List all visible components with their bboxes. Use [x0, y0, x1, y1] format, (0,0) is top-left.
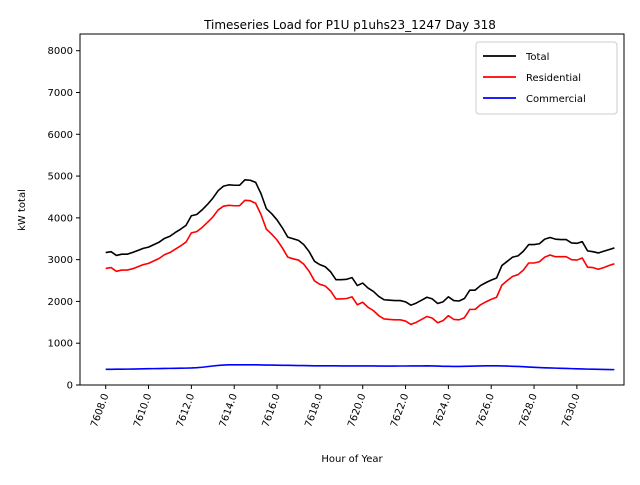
y-tick-label: 7000: [48, 88, 73, 99]
series-line-total: [105, 179, 615, 306]
chart-title: Timeseries Load for P1U p1uhs23_1247 Day…: [203, 18, 496, 32]
x-tick-label: 7624.0: [432, 392, 454, 429]
x-tick-label: 7620.0: [346, 392, 368, 429]
legend-items: Total Residential Commercial: [483, 52, 586, 105]
plot-lines: [105, 179, 615, 371]
legend-label-total: Total: [525, 52, 549, 63]
x-tick-label: 7618.0: [303, 392, 325, 429]
y-tick-label: 3000: [48, 255, 73, 266]
x-tick-label: 7608.0: [89, 392, 111, 429]
legend-frame: [475, 41, 618, 115]
y-tick-label: 6000: [48, 130, 73, 141]
plot-area-frame: [79, 33, 625, 386]
x-tick-label: 7616.0: [261, 392, 283, 429]
y-tick-label: 4000: [48, 213, 73, 224]
x-axis-ticks: 7608.0 7610.0 7612.0 7614.0 7616.0 7618.0 7620…: [89, 385, 583, 429]
x-tick-label: 7612.0: [175, 392, 197, 429]
legend-label-commercial: Commercial: [526, 94, 586, 105]
y-tick-label: 1000: [48, 339, 73, 350]
x-tick-label: 7614.0: [218, 392, 240, 429]
series-line-residential: [105, 199, 615, 326]
y-tick-label: 8000: [48, 46, 73, 57]
y-tick-label: 0: [67, 381, 73, 392]
x-tick-label: 7630.0: [560, 392, 582, 429]
x-tick-label: 7622.0: [389, 392, 411, 429]
x-tick-label: 7628.0: [518, 392, 540, 429]
x-axis-label: Hour of Year: [321, 454, 383, 465]
y-tick-label: 2000: [48, 297, 73, 308]
y-axis-label: kW total: [17, 189, 28, 231]
x-tick-label: 7626.0: [475, 392, 497, 429]
series-line-commercial: [105, 363, 615, 371]
y-axis-ticks: 0 1000 2000 3000 4000 5000 6000 7000 8000: [48, 46, 80, 392]
legend: Total Residential Commercial: [475, 41, 618, 115]
y-tick-label: 5000: [48, 172, 73, 183]
x-tick-label: 7610.0: [132, 392, 154, 429]
legend-label-residential: Residential: [526, 73, 581, 84]
